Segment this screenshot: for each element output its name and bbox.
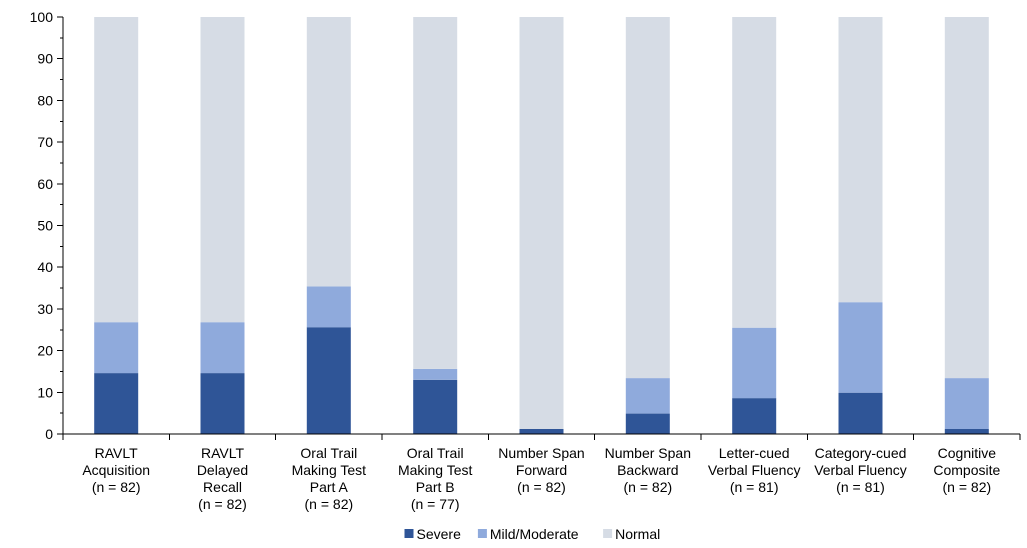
- bar-mild-moderate-8: [944, 378, 989, 429]
- y-tick-label: 30: [37, 301, 53, 317]
- legend-label-mild-moderate: Mild/Moderate: [490, 526, 579, 542]
- y-tick-label: 20: [37, 343, 53, 359]
- y-axis: 0 10 20 30 40 50 60 70 80 90 100: [30, 9, 64, 442]
- bar-normal-5: [625, 17, 670, 379]
- bar-severe-7: [838, 392, 883, 434]
- legend-swatch-mild-moderate: [477, 529, 487, 538]
- x-axis: RAVLT Acquisition (n = 82) RAVLT Delayed Reca…: [62, 433, 1021, 512]
- bar-severe-4: [519, 429, 564, 434]
- x-category-label: Number Span Forward (n = 82): [498, 445, 584, 495]
- x-category-label: Oral Trail Making Test Part A (n = 82): [292, 445, 367, 512]
- x-category-label: Number Span Backward (n = 82): [605, 445, 691, 495]
- y-tick-label: 60: [37, 176, 53, 192]
- x-category-label: Category-cued Verbal Fluency (n = 81): [814, 445, 907, 495]
- bar-mild-moderate-1: [200, 322, 245, 374]
- bar-severe-8: [944, 429, 989, 434]
- y-tick-label: 50: [37, 218, 53, 234]
- bar-normal-2: [306, 17, 351, 287]
- legend-swatch-severe: [404, 529, 414, 538]
- bar-severe-3: [413, 379, 458, 434]
- x-category-label: RAVLT Delayed Recall (n = 82): [197, 445, 248, 512]
- y-tick-label: 40: [37, 259, 53, 275]
- bar-severe-2: [306, 327, 351, 434]
- legend: Severe Mild/Moderate Normal: [404, 526, 660, 542]
- bar-mild-moderate-2: [306, 286, 351, 328]
- bar-normal-8: [944, 17, 989, 379]
- bar-normal-1: [200, 17, 245, 323]
- legend-label-normal: Normal: [615, 526, 660, 542]
- bar-normal-0: [94, 17, 139, 323]
- bar-mild-moderate-3: [413, 368, 458, 380]
- y-tick-label: 10: [37, 384, 53, 400]
- x-category-label: Oral Trail Making Test Part B (n = 77): [398, 445, 473, 512]
- bar-normal-7: [838, 17, 883, 303]
- y-tick-label: 80: [37, 92, 53, 108]
- bar-mild-moderate-5: [625, 378, 670, 414]
- bar-normal-4: [519, 17, 564, 429]
- bar-mild-moderate-6: [732, 327, 777, 399]
- bar-severe-6: [732, 398, 777, 434]
- bar-severe-0: [94, 373, 139, 434]
- plot-area: [94, 17, 989, 434]
- bar-severe-5: [625, 413, 670, 434]
- x-category-label: RAVLT Acquisition (n = 82): [82, 445, 150, 495]
- bar-normal-3: [413, 17, 458, 369]
- legend-label-severe: Severe: [417, 526, 462, 542]
- y-tick-label: 0: [45, 426, 53, 442]
- bar-normal-6: [732, 17, 777, 328]
- y-tick-label: 90: [37, 51, 53, 67]
- y-tick-label: 70: [37, 134, 53, 150]
- legend-swatch-normal: [603, 529, 613, 538]
- bar-mild-moderate-0: [94, 322, 139, 374]
- x-category-label: Cognitive Composite (n = 82): [933, 445, 1000, 495]
- y-tick-label: 100: [30, 9, 54, 25]
- bar-severe-1: [200, 373, 245, 434]
- x-category-label: Letter-cued Verbal Fluency (n = 81): [708, 445, 801, 495]
- bar-mild-moderate-7: [838, 302, 883, 393]
